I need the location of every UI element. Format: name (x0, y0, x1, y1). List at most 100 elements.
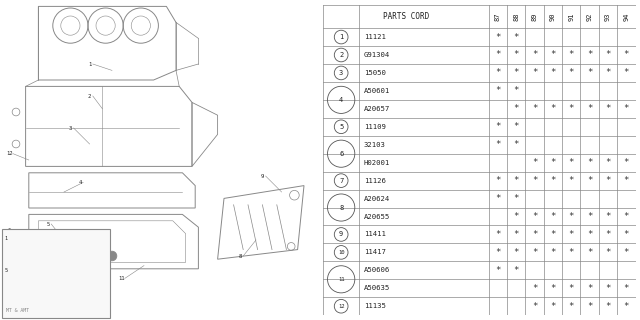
Text: H02001: H02001 (364, 160, 390, 166)
Text: 89: 89 (532, 12, 538, 21)
Text: *: * (623, 248, 629, 257)
Text: *: * (532, 212, 538, 221)
Text: *: * (605, 212, 611, 221)
Text: *: * (550, 68, 556, 77)
Text: *: * (605, 104, 611, 113)
Text: *: * (513, 68, 519, 77)
Text: *: * (623, 176, 629, 185)
Text: 11411: 11411 (364, 231, 386, 237)
Text: *: * (623, 230, 629, 239)
Text: *: * (605, 284, 611, 293)
Text: 5: 5 (46, 221, 50, 227)
Text: *: * (532, 51, 538, 60)
Text: *: * (532, 284, 538, 293)
Text: *: * (513, 176, 519, 185)
Text: *: * (532, 176, 538, 185)
Text: *: * (550, 248, 556, 257)
Text: A50606: A50606 (364, 267, 390, 273)
Text: 3: 3 (339, 70, 343, 76)
Text: 2: 2 (88, 93, 92, 99)
Text: *: * (623, 302, 629, 311)
Text: *: * (550, 302, 556, 311)
Text: *: * (568, 230, 574, 239)
Text: *: * (568, 51, 574, 60)
Text: *: * (532, 302, 538, 311)
Text: *: * (495, 51, 500, 60)
Text: *: * (587, 284, 593, 293)
Text: 4: 4 (78, 180, 82, 185)
Text: *: * (568, 104, 574, 113)
Text: 4: 4 (339, 97, 343, 103)
Text: *: * (532, 104, 538, 113)
Text: *: * (587, 104, 593, 113)
Text: *: * (495, 86, 500, 95)
Text: *: * (495, 122, 500, 131)
Text: 90: 90 (550, 12, 556, 21)
Text: *: * (513, 51, 519, 60)
Text: *: * (532, 248, 538, 257)
Text: 11: 11 (118, 276, 125, 281)
Text: 87: 87 (495, 12, 501, 21)
Text: *: * (587, 176, 593, 185)
Text: *: * (623, 51, 629, 60)
Text: *: * (568, 248, 574, 257)
Text: *: * (550, 284, 556, 293)
Text: *: * (587, 68, 593, 77)
Text: 9: 9 (260, 173, 264, 179)
Text: 5: 5 (5, 268, 8, 273)
Text: 13: 13 (93, 260, 99, 265)
Text: *: * (550, 212, 556, 221)
Text: 88: 88 (513, 12, 519, 21)
Text: *: * (587, 230, 593, 239)
Text: *: * (605, 230, 611, 239)
Text: *: * (550, 176, 556, 185)
Text: *: * (605, 51, 611, 60)
Text: *: * (587, 302, 593, 311)
Text: *: * (587, 51, 593, 60)
Text: *: * (532, 68, 538, 77)
Text: 3: 3 (68, 125, 72, 131)
Text: *: * (550, 51, 556, 60)
Text: *: * (623, 284, 629, 293)
Text: A20624: A20624 (364, 196, 390, 202)
Text: 1: 1 (5, 236, 8, 241)
Text: 94: 94 (623, 12, 629, 21)
Text: *: * (550, 158, 556, 167)
Text: *: * (550, 104, 556, 113)
FancyBboxPatch shape (2, 229, 110, 318)
Text: A50635: A50635 (364, 285, 390, 291)
Text: *: * (605, 68, 611, 77)
Text: *: * (568, 158, 574, 167)
Text: *: * (568, 284, 574, 293)
Text: *: * (568, 212, 574, 221)
Text: A20657: A20657 (364, 106, 390, 112)
Text: *: * (513, 140, 519, 149)
Text: *: * (568, 302, 574, 311)
Text: 2: 2 (339, 52, 343, 58)
Text: 6: 6 (8, 228, 12, 233)
Text: 7: 7 (62, 237, 66, 243)
Text: 5: 5 (339, 124, 343, 130)
Text: *: * (605, 248, 611, 257)
Text: *: * (495, 248, 500, 257)
Text: A20655: A20655 (364, 213, 390, 220)
Text: *: * (587, 212, 593, 221)
Text: *: * (532, 230, 538, 239)
Text: 12: 12 (338, 304, 344, 309)
Text: 8: 8 (238, 253, 242, 259)
Text: 91: 91 (568, 12, 574, 21)
Text: 11121: 11121 (364, 34, 386, 40)
Text: 12: 12 (6, 151, 13, 156)
Text: *: * (587, 158, 593, 167)
Text: 8: 8 (339, 204, 343, 211)
Text: *: * (550, 230, 556, 239)
Text: 11: 11 (338, 277, 344, 282)
Text: *: * (587, 248, 593, 257)
Text: *: * (513, 104, 519, 113)
Text: 1: 1 (339, 34, 343, 40)
Text: 11109: 11109 (364, 124, 386, 130)
Text: *: * (513, 212, 519, 221)
Text: *: * (495, 230, 500, 239)
Text: *: * (495, 266, 500, 275)
Text: 11417: 11417 (364, 249, 386, 255)
